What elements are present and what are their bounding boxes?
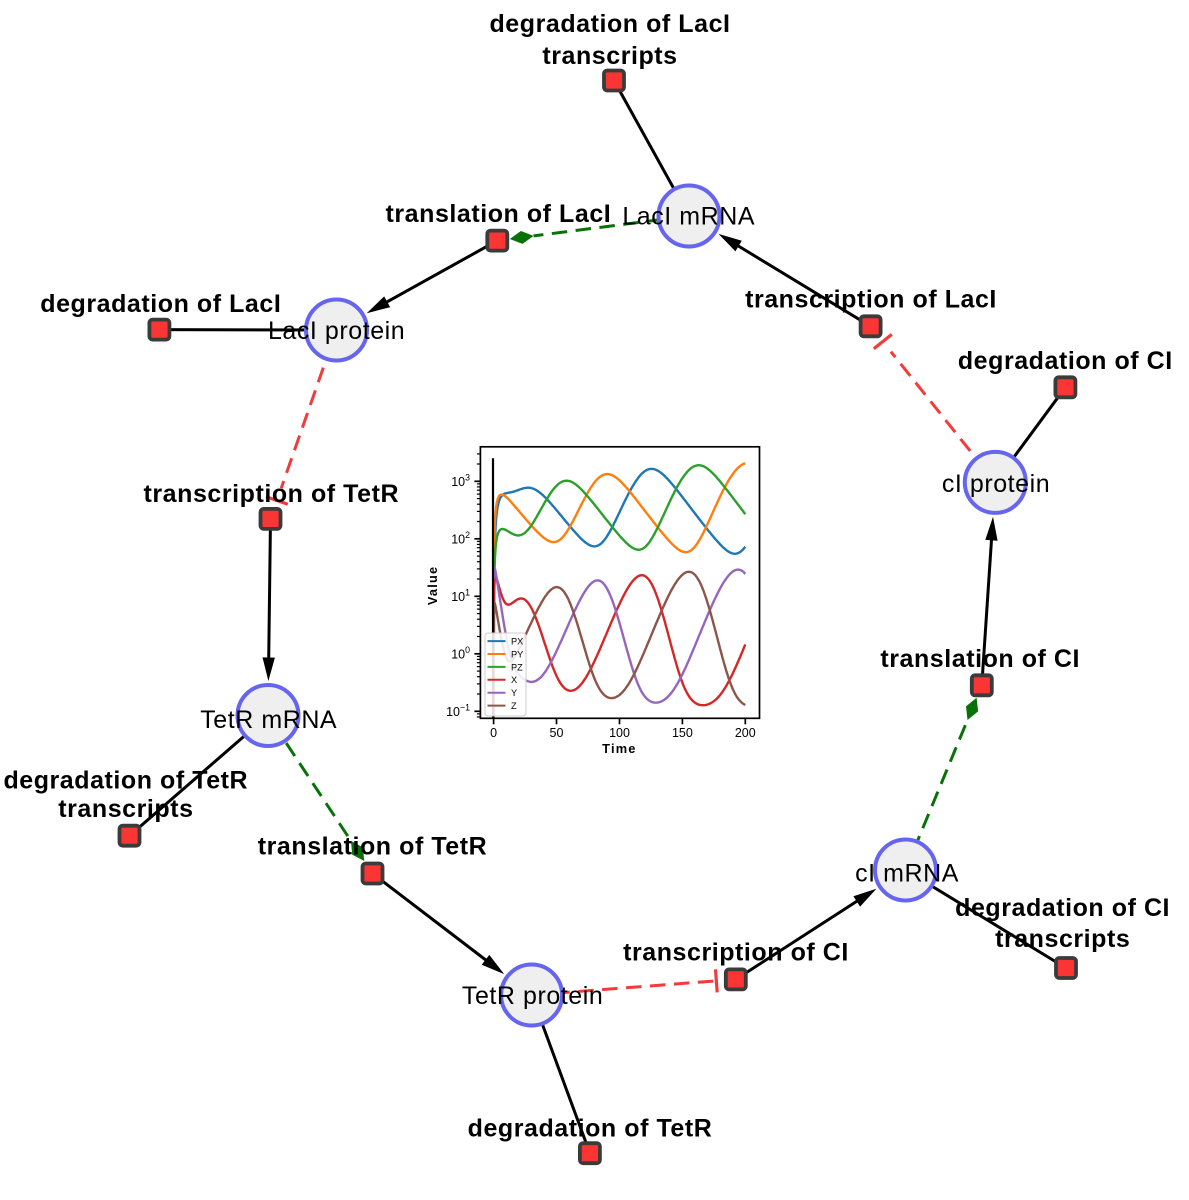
svg-text:transcription of LacI: transcription of LacI — [745, 285, 997, 313]
svg-text:PX: PX — [511, 637, 523, 647]
svg-text:translation of CI: translation of CI — [880, 645, 1080, 673]
svg-text:degradation of LacI: degradation of LacI — [40, 290, 281, 318]
svg-text:cI mRNA: cI mRNA — [855, 860, 959, 888]
svg-text:degradation of CI: degradation of CI — [958, 347, 1173, 375]
svg-text:PZ: PZ — [511, 662, 523, 672]
svg-text:150: 150 — [672, 726, 693, 740]
svg-text:LacI mRNA: LacI mRNA — [622, 203, 755, 231]
svg-text:50: 50 — [550, 726, 564, 740]
svg-text:LacI protein: LacI protein — [268, 317, 405, 345]
svg-text:transcription of TetR: transcription of TetR — [144, 480, 400, 508]
svg-text:transcripts: transcripts — [542, 42, 677, 70]
svg-text:Value: Value — [425, 566, 440, 605]
svg-text:0: 0 — [490, 726, 497, 740]
svg-text:degradation of CI: degradation of CI — [955, 894, 1170, 922]
svg-text:degradation of LacI: degradation of LacI — [489, 10, 730, 38]
svg-text:100: 100 — [609, 726, 630, 740]
svg-text:PY: PY — [511, 649, 523, 659]
svg-text:transcripts: transcripts — [58, 795, 193, 823]
svg-text:200: 200 — [735, 726, 756, 740]
svg-text:TetR protein: TetR protein — [462, 982, 603, 1010]
svg-text:Y: Y — [511, 688, 517, 698]
svg-text:degradation of TetR: degradation of TetR — [3, 766, 248, 794]
svg-text:translation of LacI: translation of LacI — [386, 200, 612, 228]
svg-text:Z: Z — [511, 701, 517, 711]
svg-text:cI protein: cI protein — [942, 470, 1050, 498]
svg-text:transcription of CI: transcription of CI — [623, 938, 849, 966]
svg-text:X: X — [511, 675, 517, 685]
svg-text:Time: Time — [602, 741, 636, 756]
svg-text:translation of TetR: translation of TetR — [258, 833, 487, 861]
svg-text:degradation of TetR: degradation of TetR — [468, 1114, 713, 1142]
svg-text:TetR mRNA: TetR mRNA — [200, 706, 337, 734]
svg-text:transcripts: transcripts — [995, 925, 1130, 953]
